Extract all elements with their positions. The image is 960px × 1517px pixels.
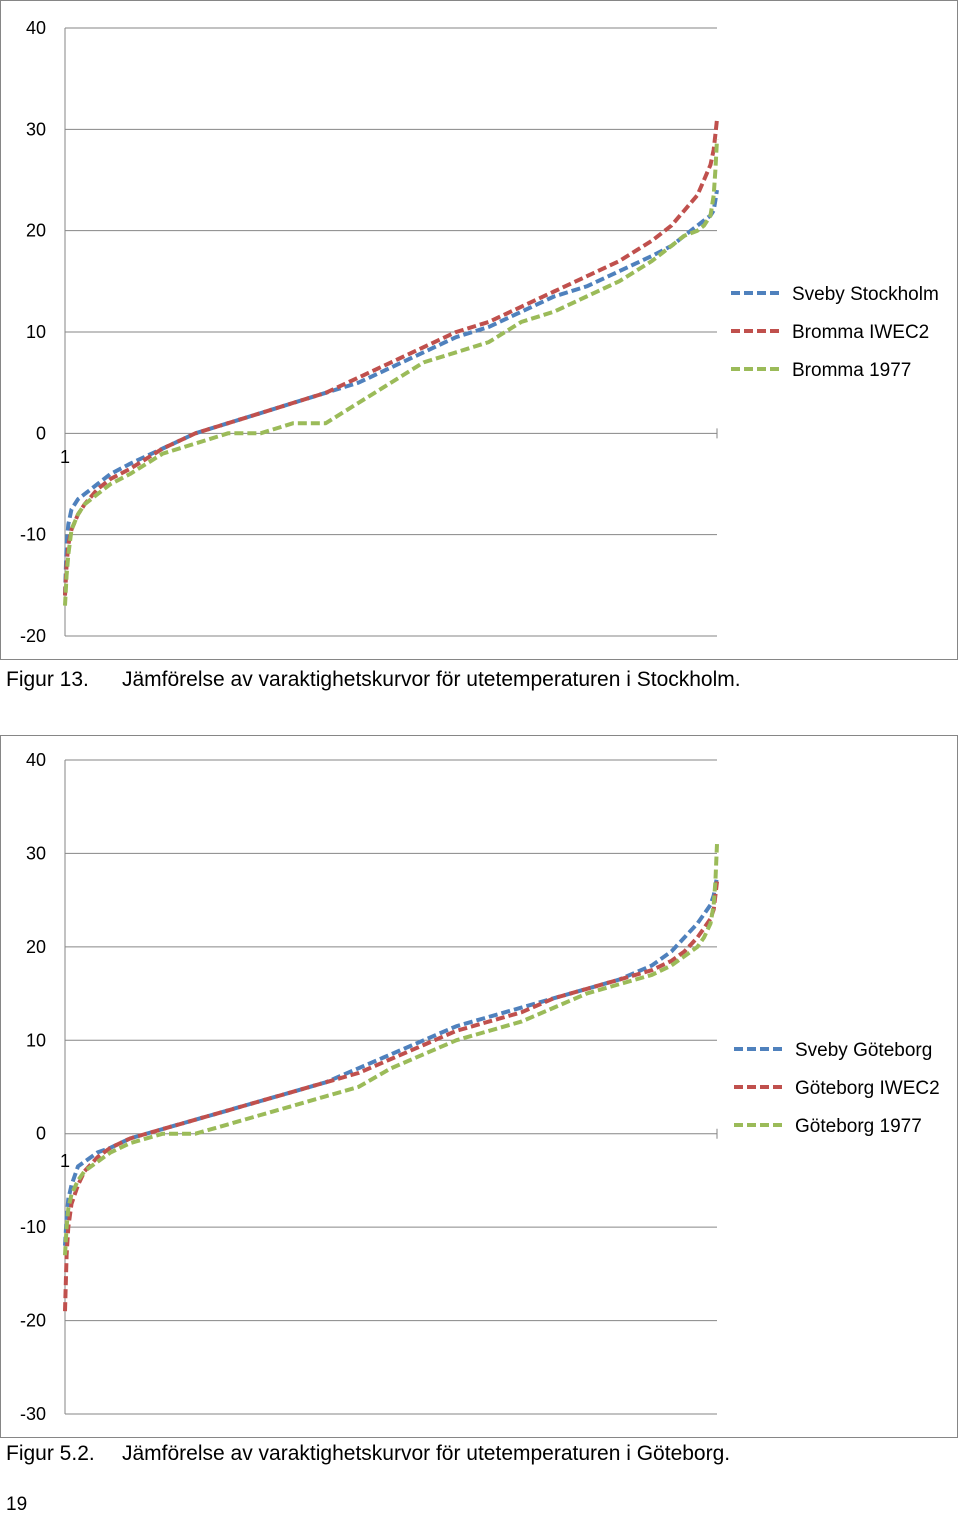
y-tick-label: -20 [20,626,46,646]
chart-stockholm-frame: 40 30 20 10 0 -10 -20 1 Sveby Stockholm Bromma IW… [0,0,958,660]
y-tick-label: 20 [26,221,46,241]
y-tick-label: 40 [26,18,46,38]
y-tick-label: 0 [36,1124,46,1144]
y-tick-label: -30 [20,1404,46,1424]
y-tick-label: -10 [20,525,46,545]
series-line [63,189,719,596]
legend-label: Göteborg 1977 [795,1116,922,1137]
series-line [63,139,719,606]
figure-caption-stockholm: Figur 13. Jämförelse av varaktighetskurvo… [6,668,741,692]
chart-goteborg: 40 30 20 10 0 -10 -20 -30 1 Sveby Göteborg Götebor… [20,750,940,1424]
y-tick-label: 30 [26,119,46,139]
y-tick-label: -10 [20,1217,46,1237]
chart-goteborg-frame: 40 30 20 10 0 -10 -20 -30 1 Sveby Göteborg Götebor… [0,735,958,1438]
page-number: 19 [6,1494,28,1515]
chart-stockholm: 40 30 20 10 0 -10 -20 1 Sveby Stockholm Bromma IW… [20,18,939,646]
figure-caption-text: Jämförelse av varaktighetskurvor för ute… [122,1442,731,1465]
series-line [63,876,719,1246]
y-tick-label: 20 [26,937,46,957]
figure-label: Figur 5.2. [6,1442,95,1465]
y-tick-label: 40 [26,750,46,770]
series-line [63,844,719,1256]
y-tick-label: 30 [26,843,46,863]
series-line [63,881,719,1312]
legend-label: Sveby Stockholm [792,284,939,305]
x-tick-label: 1 [60,1151,70,1171]
figure-caption-text: Jämförelse av varaktighetskurvor för ute… [122,668,741,691]
y-tick-label: 10 [26,1030,46,1050]
series-line [63,118,719,596]
legend-label: Bromma IWEC2 [792,322,929,343]
y-tick-label: 10 [26,322,46,342]
figure-label: Figur 13. [6,668,89,691]
legend-label: Bromma 1977 [792,360,911,381]
y-tick-label: 0 [36,423,46,443]
legend-label: Sveby Göteborg [795,1040,932,1061]
x-tick-label: 1 [60,447,70,467]
y-tick-label: -20 [20,1311,46,1331]
legend-label: Göteborg IWEC2 [795,1078,940,1099]
figure-caption-goteborg: Figur 5.2. Jämförelse av varaktighetskurv… [6,1442,730,1466]
